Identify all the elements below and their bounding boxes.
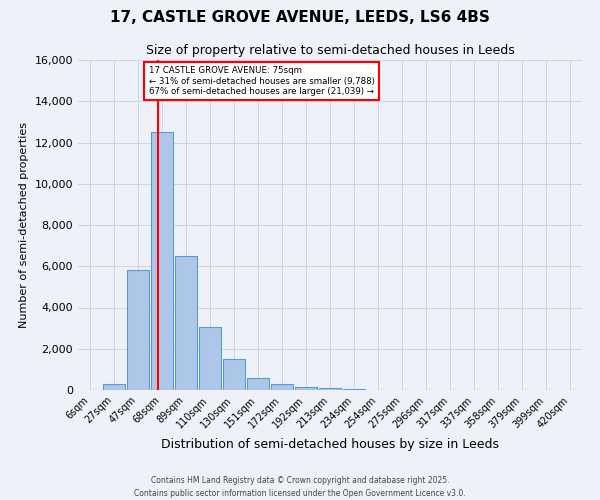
Bar — [295, 386, 317, 390]
Bar — [175, 256, 197, 390]
Bar — [247, 378, 269, 390]
Bar — [127, 270, 149, 390]
Bar — [199, 327, 221, 390]
Bar — [343, 389, 365, 390]
X-axis label: Distribution of semi-detached houses by size in Leeds: Distribution of semi-detached houses by … — [161, 438, 499, 451]
Bar — [103, 384, 125, 390]
Text: 17, CASTLE GROVE AVENUE, LEEDS, LS6 4BS: 17, CASTLE GROVE AVENUE, LEEDS, LS6 4BS — [110, 10, 490, 25]
Bar — [319, 388, 341, 390]
Bar — [151, 132, 173, 390]
Y-axis label: Number of semi-detached properties: Number of semi-detached properties — [19, 122, 29, 328]
Bar — [271, 384, 293, 390]
Bar — [223, 359, 245, 390]
Text: 17 CASTLE GROVE AVENUE: 75sqm
← 31% of semi-detached houses are smaller (9,788)
: 17 CASTLE GROVE AVENUE: 75sqm ← 31% of s… — [149, 66, 374, 96]
Text: Contains HM Land Registry data © Crown copyright and database right 2025.
Contai: Contains HM Land Registry data © Crown c… — [134, 476, 466, 498]
Title: Size of property relative to semi-detached houses in Leeds: Size of property relative to semi-detach… — [146, 44, 514, 58]
